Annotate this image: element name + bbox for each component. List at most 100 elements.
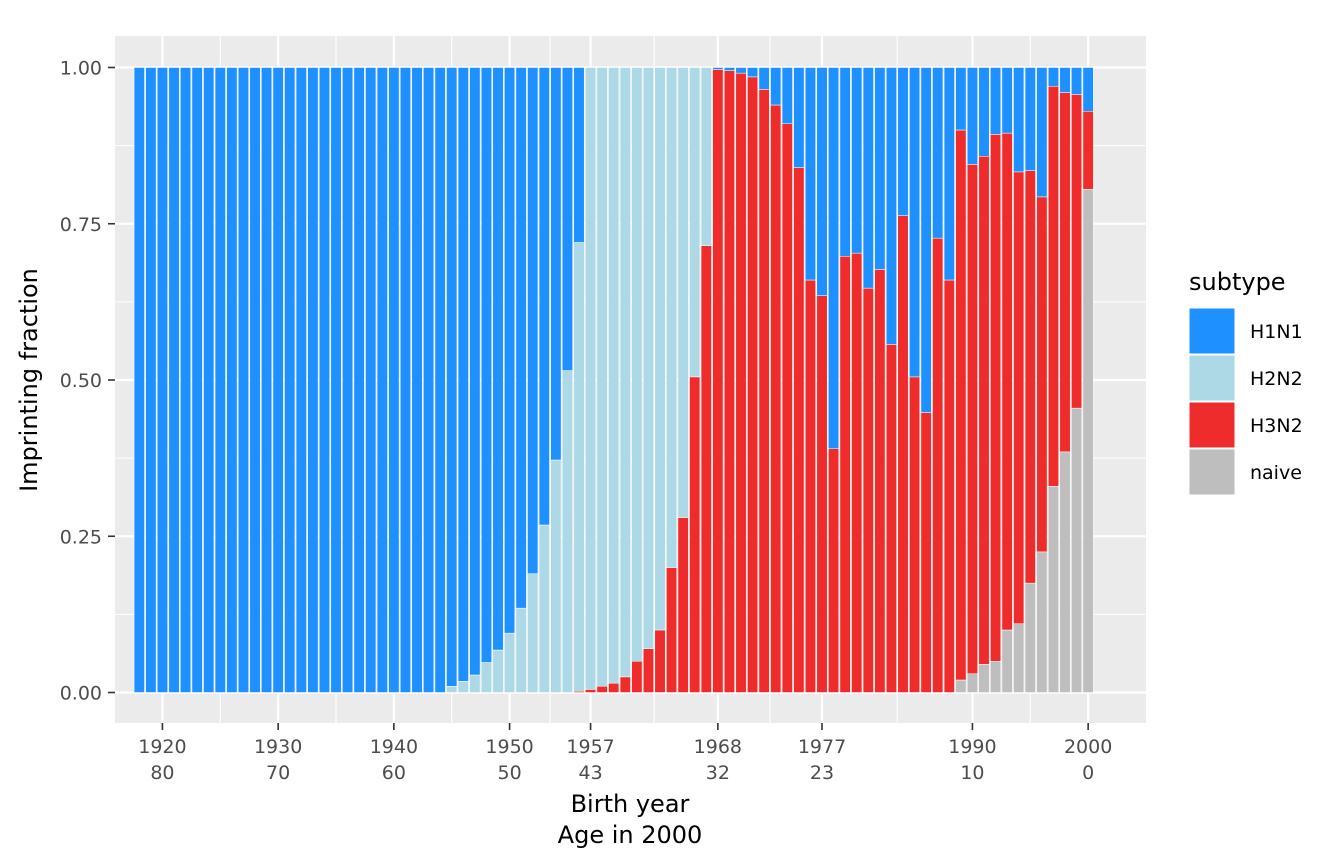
bar-h1n1-1981 <box>862 67 874 289</box>
bar-h1n1-1992 <box>990 67 1002 135</box>
bar-h1n1-1998 <box>1059 67 1071 93</box>
bar-h1n1-1922 <box>180 67 192 693</box>
bar-h3n2-1974 <box>781 123 793 693</box>
bar-h3n2-1992 <box>990 134 1002 662</box>
bar-h1n1-1935 <box>330 67 342 693</box>
bar-h3n2-1990 <box>966 164 978 674</box>
bar-h1n1-1921 <box>168 67 180 693</box>
bar-naive-1994 <box>1013 623 1025 693</box>
bar-h1n1-1986 <box>920 67 932 413</box>
bar-h1n1-1982 <box>874 67 886 270</box>
bar-naive-2000 <box>1082 189 1094 693</box>
bar-h1n1-1925 <box>214 67 226 693</box>
bar-h1n1-1999 <box>1071 67 1083 95</box>
bar-naive-1997 <box>1047 486 1059 693</box>
bar-h1n1-1945 <box>446 67 458 687</box>
bar-h2n2-1947 <box>469 674 481 693</box>
x-tick-label-age: 60 <box>382 762 406 784</box>
bar-h1n1-1923 <box>191 67 203 693</box>
bar-h2n2-1948 <box>480 662 492 693</box>
x-tick-label-age: 43 <box>578 762 602 784</box>
bar-naive-1989 <box>955 679 967 693</box>
bar-naive-1991 <box>978 664 990 693</box>
bar-h3n2-1973 <box>770 104 782 693</box>
bar-h2n2-1967 <box>700 67 712 246</box>
bar-h1n1-1971 <box>747 67 759 78</box>
bar-h3n2-1980 <box>851 252 863 693</box>
x-tick-label-year: 1940 <box>370 736 418 758</box>
y-tick-label: 0.75 <box>60 214 102 236</box>
bar-h1n1-1918 <box>133 67 145 693</box>
bar-h3n2-1989 <box>955 129 967 681</box>
bar-naive-1998 <box>1059 451 1071 693</box>
bar-h1n1-1926 <box>226 67 238 693</box>
x-tick-label-age: 80 <box>150 762 174 784</box>
bar-naive-1993 <box>1001 629 1013 693</box>
bar-h3n2-1967 <box>700 245 712 693</box>
x-axis-title-age: Age in 2000 <box>558 821 703 849</box>
bar-h1n1-1995 <box>1024 67 1036 171</box>
bar-h1n1-1972 <box>758 67 770 90</box>
y-axis: 0.00 0.25 0.50 0.75 1.00 <box>60 58 115 705</box>
bar-h1n1-1980 <box>851 67 863 254</box>
legend-key-h2n2 <box>1188 354 1236 402</box>
bar-h1n1-1942 <box>411 67 423 693</box>
bar-h3n2-1968 <box>712 69 724 693</box>
x-tick-label-age: 70 <box>266 762 290 784</box>
bar-h1n1-1952 <box>527 67 539 574</box>
bar-h3n2-1970 <box>735 72 747 693</box>
legend-title: subtype <box>1189 268 1286 296</box>
legend-key-naive <box>1188 448 1236 496</box>
bar-h1n1-1973 <box>770 67 782 106</box>
bar-h1n1-1944 <box>434 67 446 693</box>
bar-h3n2-1975 <box>793 167 805 693</box>
bar-h1n1-1950 <box>504 67 516 634</box>
x-tick-label-year: 2000 <box>1064 736 1112 758</box>
bar-h1n1-1956 <box>573 67 585 243</box>
y-tick-label: 0.00 <box>60 683 102 705</box>
bar-h1n1-1951 <box>515 67 527 609</box>
bar-h1n1-1931 <box>284 67 296 693</box>
bar-h1n1-1919 <box>145 67 157 693</box>
bar-h2n2-1963 <box>654 67 666 631</box>
bar-h1n1-1979 <box>839 67 851 257</box>
bar-h2n2-1946 <box>457 681 469 693</box>
bar-h3n2-1979 <box>839 256 851 693</box>
bar-h2n2-1952 <box>527 573 539 693</box>
bar-h3n2-1986 <box>920 412 932 693</box>
bar-h1n1-1978 <box>828 67 840 449</box>
bar-naive-1995 <box>1024 582 1036 693</box>
bar-h3n2-1999 <box>1071 94 1083 409</box>
bar-h2n2-1956 <box>573 242 585 692</box>
bar-h3n2-1969 <box>723 70 735 693</box>
bar-h1n1-1953 <box>538 67 550 526</box>
bar-h1n1-1954 <box>550 67 562 461</box>
bar-h1n1-1985 <box>909 67 921 378</box>
bar-h1n1-1948 <box>480 67 492 663</box>
bar-h3n2-1991 <box>978 156 990 665</box>
bar-h3n2-1987 <box>932 237 944 693</box>
bar-h3n2-1983 <box>885 344 897 693</box>
bar-h1n1-1991 <box>978 67 990 157</box>
bar-h3n2-1981 <box>862 287 874 693</box>
bar-h1n1-1969 <box>723 67 735 71</box>
bar-h2n2-1958 <box>596 67 608 687</box>
bar-h1n1-1924 <box>203 67 215 693</box>
bar-h1n1-1996 <box>1036 67 1048 198</box>
bar-h3n2-2000 <box>1082 111 1094 190</box>
bar-h3n2-1959 <box>608 682 620 693</box>
bar-h1n1-1976 <box>804 67 816 281</box>
bar-h2n2-1955 <box>561 370 573 693</box>
y-tick-label: 1.00 <box>60 58 102 80</box>
bar-naive-1996 <box>1036 551 1048 693</box>
bar-h2n2-1954 <box>550 459 562 693</box>
bar-naive-1992 <box>990 661 1002 693</box>
bar-h3n2-1994 <box>1013 171 1025 624</box>
bar-h3n2-1982 <box>874 269 886 693</box>
bar-h3n2-1971 <box>747 76 759 693</box>
bar-h1n1-1955 <box>561 67 573 371</box>
bar-h3n2-1998 <box>1059 92 1071 453</box>
bar-h2n2-1957 <box>585 67 597 690</box>
x-tick-label-age: 50 <box>497 762 521 784</box>
